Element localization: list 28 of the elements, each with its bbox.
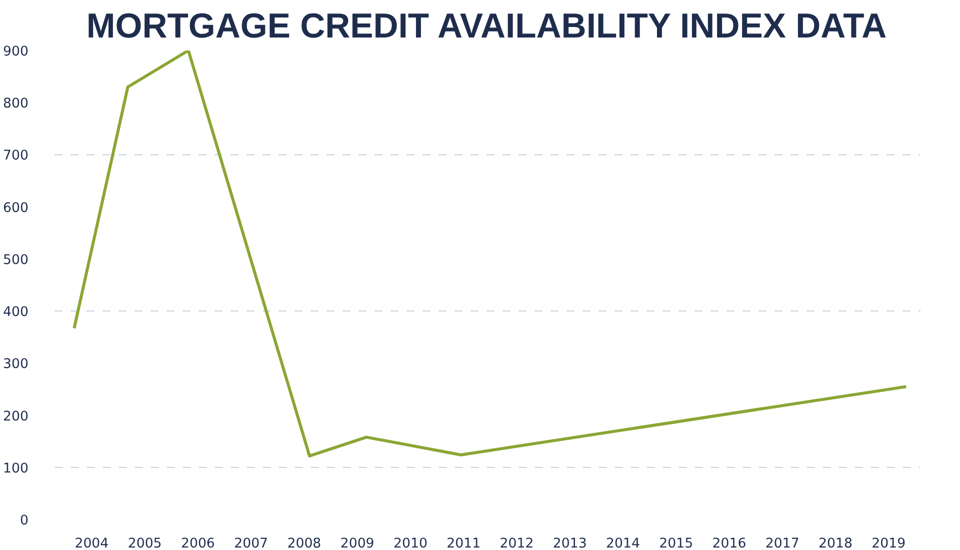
x-tick-label: 2014 — [606, 536, 640, 550]
y-tick-label: 900 — [3, 44, 29, 60]
x-tick-label: 2016 — [712, 536, 746, 550]
x-tick-label: 2008 — [287, 536, 322, 550]
chart-title: MORTGAGE CREDIT AVAILABILITY INDEX DATA — [86, 8, 887, 46]
x-tick-label: 2018 — [818, 536, 852, 550]
x-tick-label: 2015 — [659, 536, 694, 550]
x-tick-label: 2006 — [180, 536, 215, 550]
x-tick-label: 2012 — [500, 536, 534, 550]
line-series — [72, 50, 908, 458]
y-tick-label: 400 — [3, 305, 29, 320]
y-tick-label: 800 — [3, 96, 29, 112]
x-tick-label: 2005 — [128, 536, 162, 550]
x-tick-label: 2017 — [765, 536, 800, 550]
x-tick-label: 2007 — [234, 536, 268, 550]
x-tick-label: 2019 — [872, 536, 906, 550]
y-tick-label: 300 — [3, 357, 29, 372]
y-tick-label: 600 — [3, 200, 29, 216]
x-tick-label: 2013 — [552, 536, 587, 550]
y-tick-label: 700 — [3, 148, 29, 164]
y-tick-label: 500 — [3, 252, 29, 268]
x-tick-label: 2010 — [394, 536, 428, 550]
x-tick-label: 2009 — [340, 536, 374, 550]
x-tick-label: 2011 — [446, 536, 481, 550]
x-tick-label: 2004 — [74, 536, 109, 550]
y-tick-label: 100 — [3, 461, 29, 476]
y-tick-label: 200 — [3, 409, 29, 424]
y-tick-label: 0 — [20, 514, 29, 528]
